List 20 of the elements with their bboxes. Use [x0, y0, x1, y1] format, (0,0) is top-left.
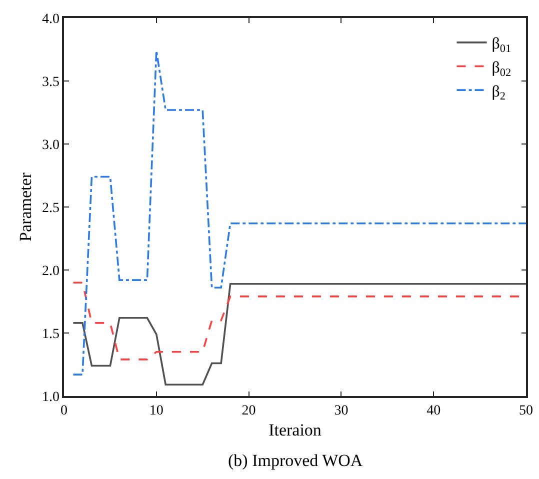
- x-tick-label: 10: [149, 404, 164, 419]
- y-axis-title: Parameter: [16, 172, 35, 242]
- text: (b) Improved WOA: [228, 451, 364, 470]
- y-tick-label: 1.0: [42, 390, 60, 405]
- x-axis-title: Iteraion: [268, 420, 322, 440]
- x-tick-label: 30: [334, 404, 348, 419]
- y-tick-label: 1.5: [42, 326, 60, 342]
- y-tick-label: 4.0: [42, 12, 60, 27]
- legend-label: β$_{2}$: [492, 83, 506, 103]
- y-tick-label: 2.0: [42, 264, 60, 279]
- line-series: [72, 282, 526, 386]
- y-tick-label: 3.5: [42, 74, 60, 90]
- x-tick-label: 40: [426, 404, 441, 419]
- y-tick-label: 2.5: [42, 200, 60, 216]
- legend-label: β$_{02}$: [492, 60, 512, 79]
- x-tick-label: 20: [242, 404, 256, 419]
- x-tick-label: 0: [60, 404, 68, 419]
- legend-label: β$_{01}$: [492, 36, 512, 56]
- x-tick-label: 50: [519, 404, 533, 419]
- y-tick-label: 3.0: [42, 138, 60, 153]
